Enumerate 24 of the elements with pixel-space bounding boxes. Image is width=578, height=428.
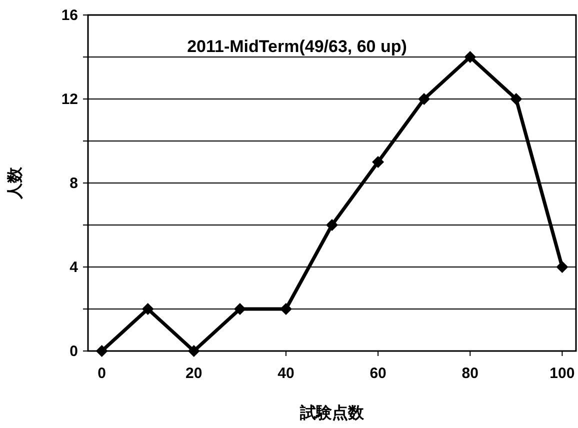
point (234, 303, 246, 315)
x-tick-label: 80 (462, 365, 478, 382)
y-tick-label: 12 (61, 91, 78, 108)
point (556, 261, 568, 273)
y-axis-title: 人数 (6, 166, 24, 200)
point (142, 303, 154, 315)
x-tick-label: 60 (370, 365, 386, 382)
point (372, 156, 384, 168)
y-tick-label: 8 (70, 175, 78, 192)
point (464, 51, 476, 63)
x-tick-label: 20 (186, 365, 202, 382)
point (418, 93, 430, 105)
x-tick-label: 100 (550, 365, 575, 382)
y-tick-label: 4 (70, 259, 79, 276)
point (96, 345, 108, 357)
point (510, 93, 522, 105)
x-tick-label: 40 (278, 365, 294, 382)
text: 2011-MidTerm(49/63, 60 up) (187, 37, 407, 56)
x-tick-label: 0 (98, 365, 106, 382)
y-tick-label: 0 (70, 343, 78, 360)
point (188, 345, 200, 357)
x-axis-title: 試験点数 (299, 404, 365, 422)
y-tick-label: 16 (61, 7, 78, 24)
point (326, 219, 338, 231)
